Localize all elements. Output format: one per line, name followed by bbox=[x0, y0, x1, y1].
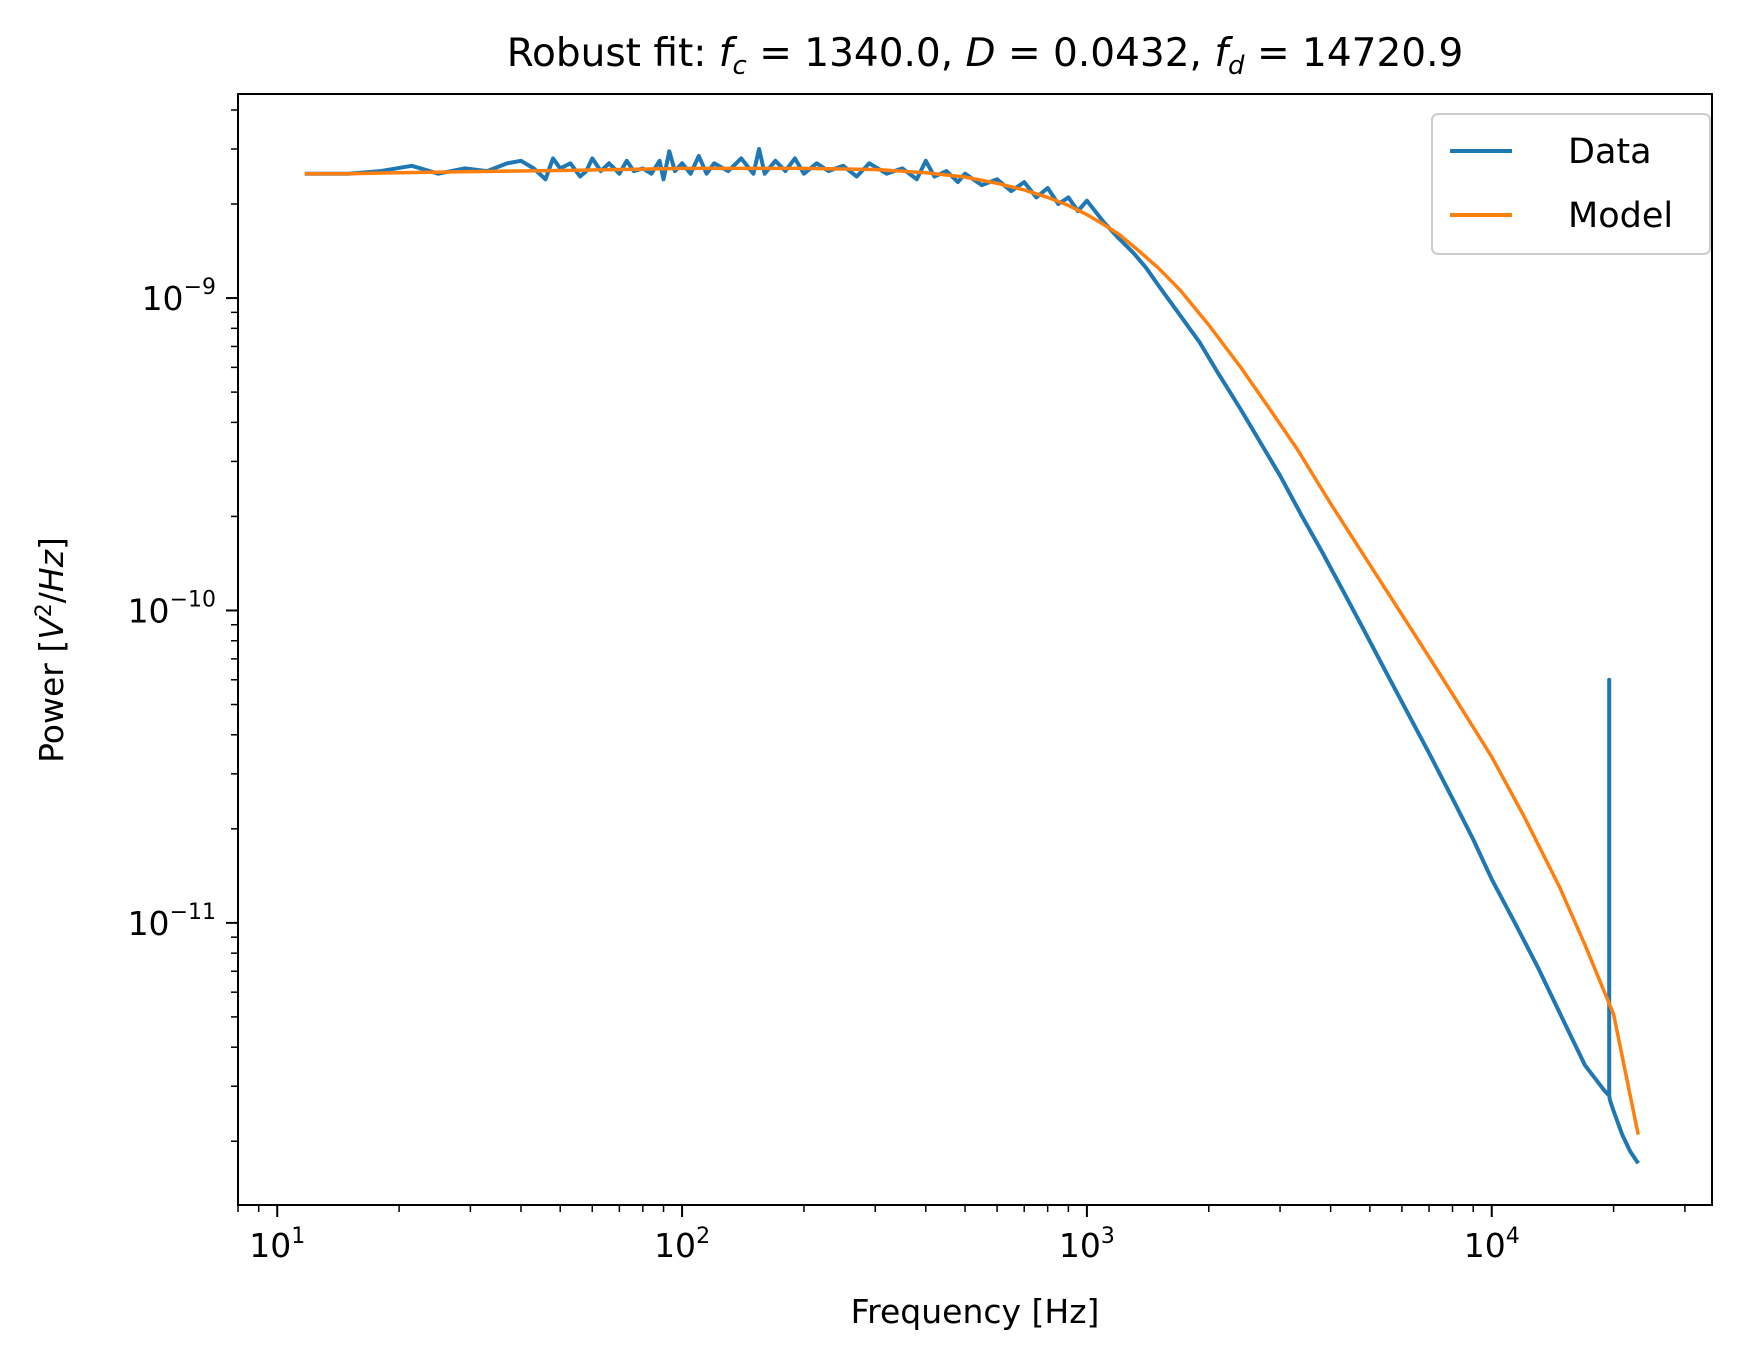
series-line-model bbox=[304, 166, 1640, 1135]
x-tick-label: 101 bbox=[249, 1224, 305, 1265]
legend-label-model: Model bbox=[1568, 196, 1673, 236]
x-tick-label: 104 bbox=[1464, 1224, 1520, 1265]
data-layer bbox=[304, 147, 1640, 1165]
x-tick-label: 102 bbox=[654, 1224, 710, 1265]
legend-label-data: Data bbox=[1568, 132, 1652, 172]
x-axis: 101 102 103 104 bbox=[237, 1205, 1686, 1265]
axes-frame bbox=[237, 93, 1713, 1206]
y-tick-label: 10−11 bbox=[128, 900, 216, 943]
plot-area bbox=[237, 93, 1713, 1206]
x-tick-label: 103 bbox=[1059, 1224, 1115, 1265]
y-tick-label: 10−9 bbox=[142, 275, 216, 318]
y-axis-label: Power [V2/Hz] bbox=[32, 537, 71, 763]
y-tick-label: 10−10 bbox=[128, 587, 216, 630]
series-line-data bbox=[304, 147, 1640, 1165]
legend: Data Model bbox=[1431, 113, 1711, 255]
x-axis-label: Frequency [Hz] bbox=[851, 1292, 1100, 1331]
y-axis: 10−9 10−10 10−11 bbox=[128, 109, 238, 1142]
chart-title: Robust fit: fc = 1340.0, D = 0.0432, fd … bbox=[507, 31, 1464, 81]
